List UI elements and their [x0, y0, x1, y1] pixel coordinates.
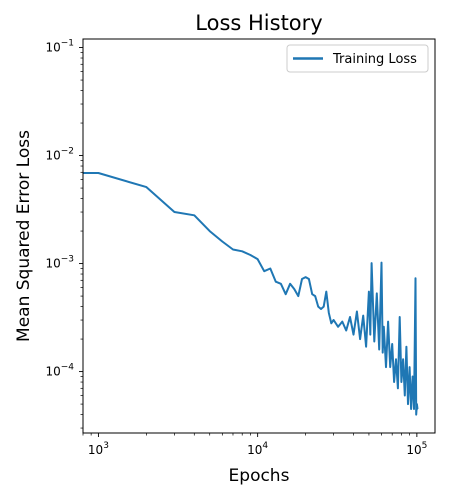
data-point [289, 283, 291, 285]
data-point [285, 293, 287, 295]
data-point [413, 408, 415, 410]
data-point [404, 394, 406, 397]
y-tick-label: 10−2 [45, 147, 74, 163]
data-point [393, 381, 395, 383]
data-point [308, 278, 310, 280]
data-point [349, 316, 351, 318]
plot-frame [82, 38, 436, 434]
chart-title: Loss History [195, 11, 322, 35]
data-point [395, 358, 397, 360]
data-point [389, 366, 391, 368]
data-point [409, 366, 411, 368]
data-point [365, 346, 367, 348]
y-tick-label: 10−3 [45, 255, 74, 271]
data-point [314, 295, 316, 297]
data-point [311, 293, 313, 295]
y-axis-label: Mean Squared Error Loss [14, 130, 34, 342]
data-point [362, 315, 364, 317]
data-point [410, 408, 412, 410]
legend-box [286, 44, 429, 73]
data-point [221, 240, 223, 243]
data-point [297, 295, 299, 297]
x-axis: 103 104 105 [82, 433, 427, 457]
data-point [368, 291, 370, 293]
data-point [414, 277, 417, 279]
data-point [301, 278, 303, 280]
data-point [407, 403, 409, 405]
data-point [402, 358, 404, 360]
legend-entry-training-loss: Training Loss [332, 52, 417, 67]
data-point [275, 281, 277, 283]
data-point [405, 346, 407, 348]
data-point [305, 276, 307, 278]
data-point [257, 258, 259, 260]
data-point [280, 283, 282, 285]
data-point [325, 291, 327, 293]
x-tick-label: 104 [247, 441, 268, 457]
data-point [371, 262, 373, 264]
data-point [385, 366, 387, 368]
data-point [399, 316, 401, 318]
data-point [416, 403, 418, 405]
data-point [269, 267, 271, 270]
data-point [373, 340, 375, 343]
data-point [359, 338, 361, 340]
data-point [382, 352, 384, 354]
data-point [416, 408, 419, 410]
x-axis-label: Epochs [229, 466, 290, 486]
data-point [333, 319, 335, 321]
data-point [356, 310, 358, 313]
data-point [293, 288, 295, 290]
data-point [263, 270, 265, 272]
data-point [352, 334, 355, 336]
data-point [330, 322, 332, 324]
data-point [369, 334, 371, 336]
data-point [193, 214, 195, 216]
data-point [345, 329, 347, 332]
data-point [232, 248, 234, 251]
data-point [241, 250, 243, 252]
plot-area [82, 172, 419, 416]
data-point [383, 326, 385, 328]
y-tick-label: 10−1 [45, 39, 74, 55]
data-point [387, 321, 389, 323]
data-point [400, 381, 402, 383]
data-point [328, 312, 330, 314]
data-point [249, 254, 251, 256]
data-point [380, 262, 383, 264]
data-point [412, 375, 414, 378]
data-point [341, 321, 343, 323]
x-tick-label: 105 [406, 441, 427, 457]
data-point [145, 186, 147, 188]
data-point [323, 306, 325, 308]
series-line-0 [83, 172, 419, 416]
y-tick-label: 10−4 [45, 363, 74, 379]
data-point [415, 414, 417, 416]
data-point [378, 348, 380, 351]
y-axis: 10−4 10−3 10−2 10−1 [45, 39, 83, 429]
data-point [376, 292, 378, 294]
data-point [320, 308, 322, 310]
data-point [337, 326, 339, 328]
data-point [209, 230, 211, 232]
data-point [317, 306, 319, 308]
x-tick-label: 103 [88, 441, 109, 457]
data-point [173, 211, 175, 213]
legend: Training Loss [286, 44, 429, 73]
data-point [397, 387, 399, 389]
data-point [97, 172, 99, 174]
data-point [391, 343, 393, 345]
